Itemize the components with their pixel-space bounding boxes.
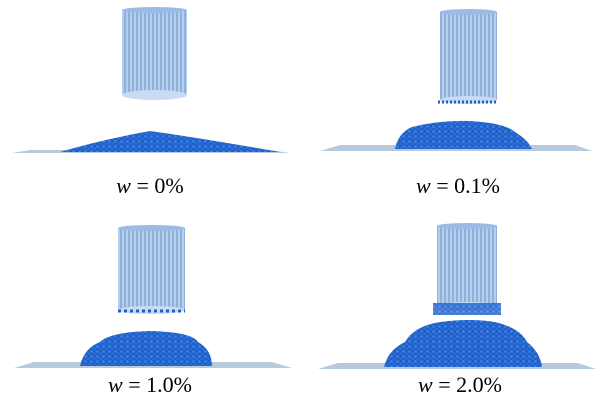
pile	[384, 320, 542, 367]
caption: w = 1.0%	[108, 372, 192, 397]
panel: w = 0.1%	[320, 9, 592, 198]
caption: w = 2.0%	[418, 372, 502, 397]
panel: w = 0%	[12, 7, 290, 198]
caption: w = 0%	[116, 173, 183, 198]
caption-value: = 1.0%	[128, 372, 192, 397]
panel: w = 1.0%	[14, 225, 292, 397]
caption-symbol: w	[416, 173, 431, 198]
cylinder	[437, 226, 497, 306]
cylinder	[440, 12, 497, 100]
cylinder-top	[122, 7, 187, 13]
cylinder-top	[437, 223, 497, 229]
cylinder-top	[440, 9, 497, 15]
caption-symbol: w	[418, 372, 433, 397]
caption-symbol: w	[108, 372, 123, 397]
caption-symbol: w	[116, 173, 131, 198]
cylinder-base	[122, 90, 187, 100]
panel: w = 2.0%	[318, 223, 596, 397]
cylinder	[118, 228, 185, 310]
grains-attached	[433, 303, 501, 315]
pile	[60, 131, 280, 152]
pile	[395, 121, 532, 149]
caption: w = 0.1%	[416, 173, 500, 198]
caption-value: = 2.0%	[438, 372, 502, 397]
cylinder-top	[118, 225, 185, 231]
caption-value: = 0.1%	[436, 173, 500, 198]
caption-value: = 0%	[136, 173, 183, 198]
cylinder-base	[440, 96, 497, 104]
cylinder	[122, 10, 187, 95]
pile	[80, 331, 212, 366]
figure: w = 0% w = 0.1% w = 1.0% w = 2.0%	[0, 0, 601, 403]
